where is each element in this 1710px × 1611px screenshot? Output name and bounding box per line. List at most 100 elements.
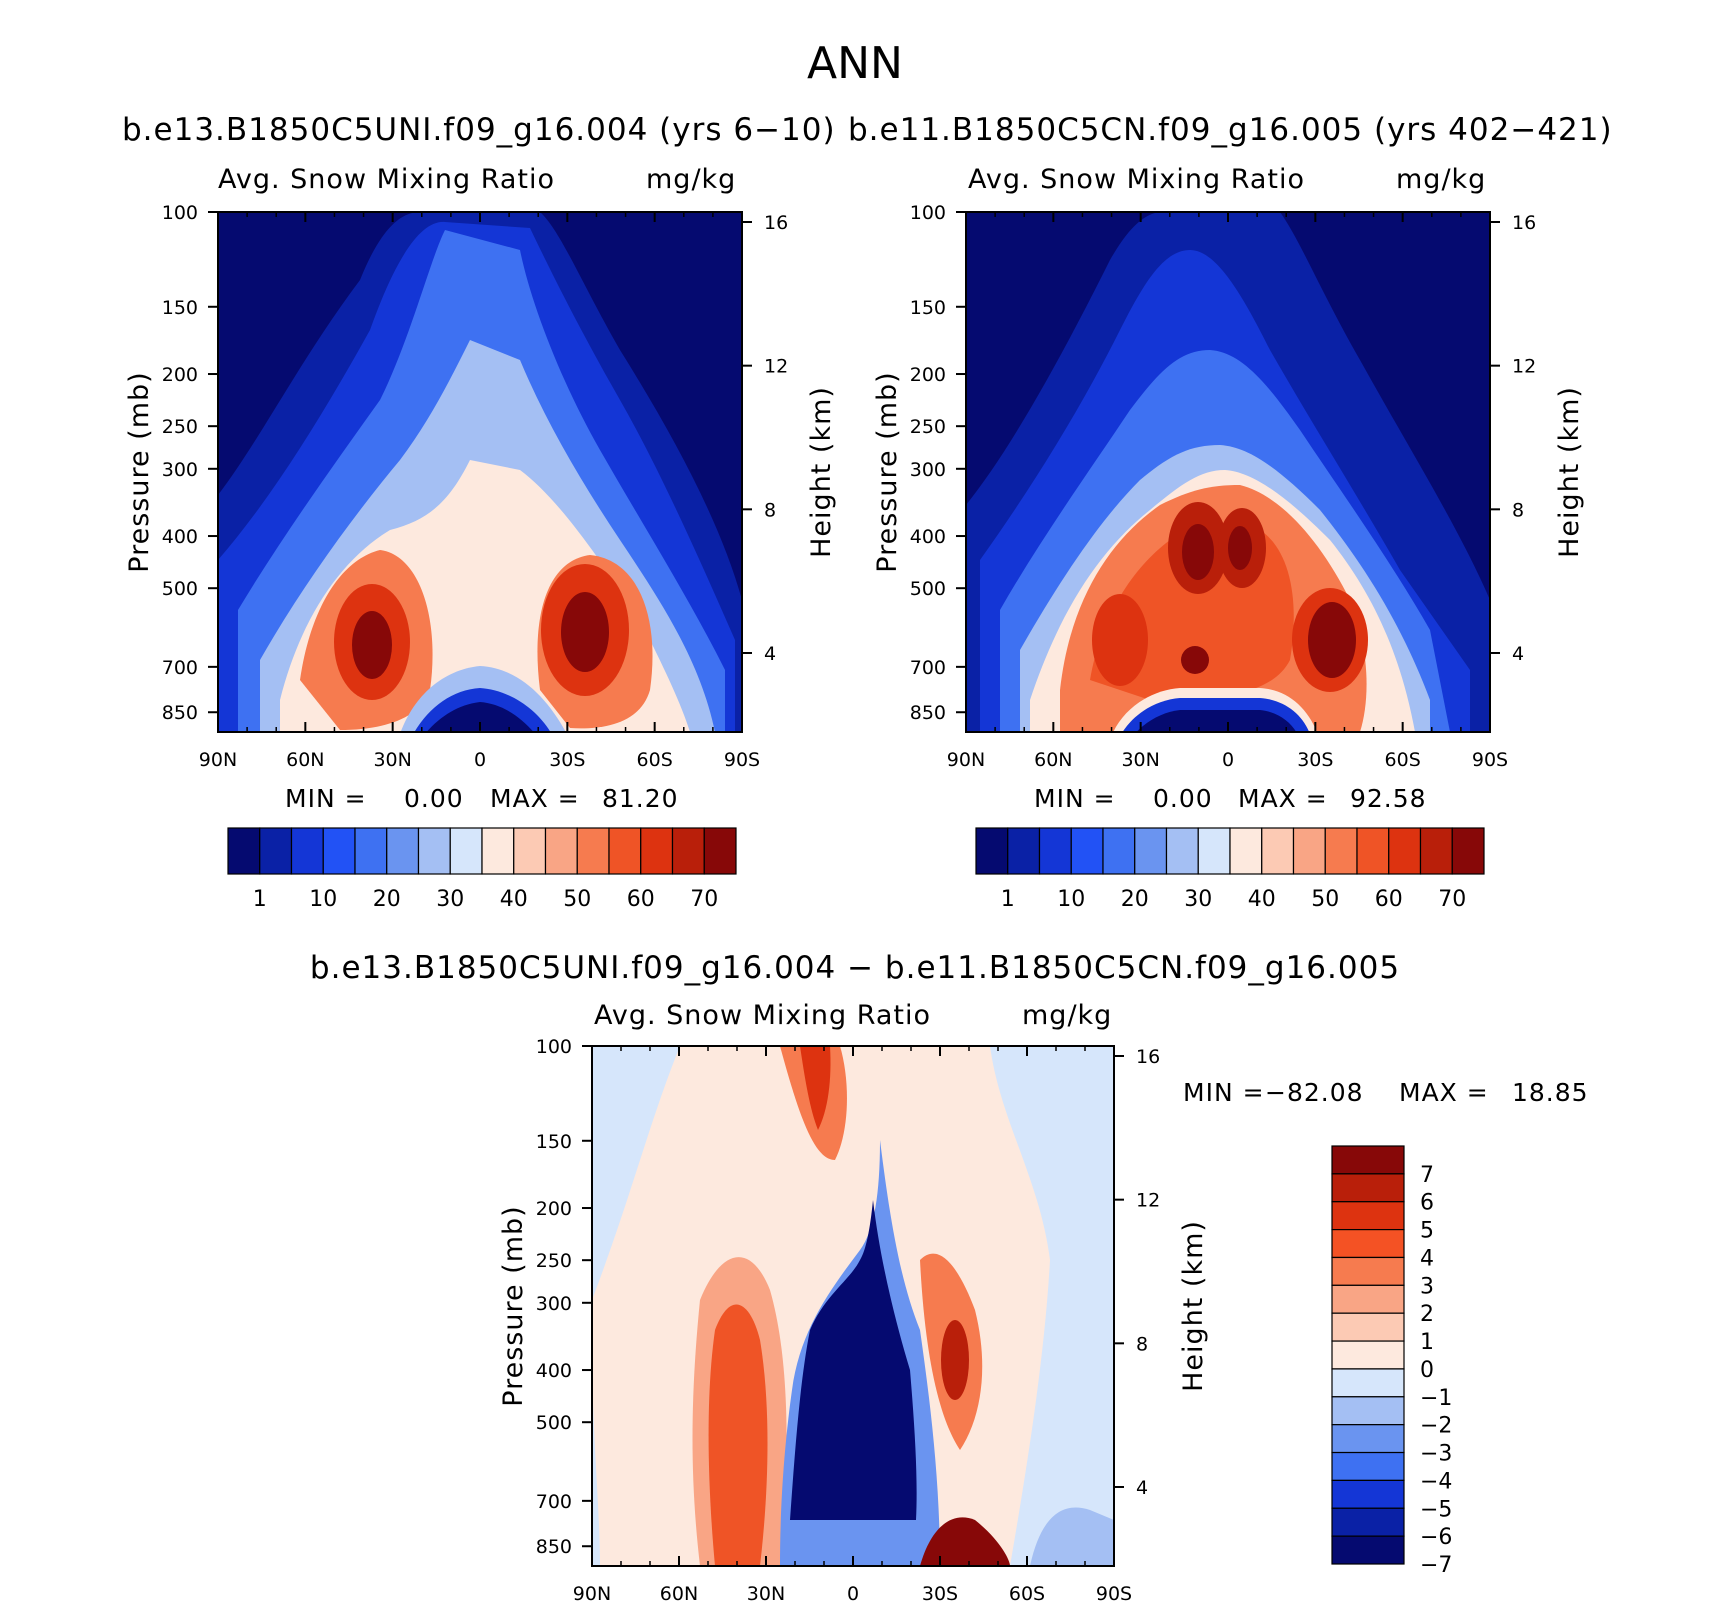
y-tick-label: 400	[910, 526, 946, 548]
y-tick-label: 250	[536, 1250, 572, 1272]
diff-heatmap	[592, 1046, 1114, 1566]
y-tick-label: 100	[162, 202, 198, 224]
colorbar-tick-label: −1	[1420, 1386, 1452, 1411]
x-tick-label: 60N	[286, 749, 324, 771]
y2-tick-label: 4	[764, 643, 776, 665]
colorbar-tick-label: 2	[1420, 1302, 1434, 1327]
x-tick-label: 30N	[747, 1583, 785, 1605]
colorbar-tick-label: 60	[1375, 887, 1403, 912]
colorbar-layer: 1 10 20 30 40 50 60 70 1 10 20 30 40 50 60 7076543210−1…	[227, 827, 1485, 1578]
colorbar-tick-label: −4	[1420, 1469, 1452, 1494]
y2-tick-label: 16	[1512, 212, 1536, 234]
diff-case-title: b.e13.B1850C5UNI.f09_g16.004 − b.e11.B18…	[309, 950, 1401, 986]
right-variable-label: Avg. Snow Mixing Ratio	[968, 164, 1306, 195]
colorbar-swatch	[417, 827, 451, 875]
right-units-label: mg/kg	[1396, 164, 1487, 195]
x-tick-label: 60S	[1385, 749, 1421, 771]
x-tick-label: 90N	[199, 749, 237, 771]
colorbar-swatch	[608, 827, 642, 875]
colorbar-swatch	[1331, 1368, 1405, 1398]
colorbar-tick-label: 70	[1438, 887, 1466, 912]
y-tick-label: 500	[910, 578, 946, 600]
x-tick-label: 60N	[660, 1583, 698, 1605]
colorbar-tick-label: 5	[1420, 1219, 1434, 1244]
colorbar-tick-label: 1	[253, 887, 267, 912]
colorbar-tick-label: 20	[1121, 887, 1149, 912]
y-tick-label: 300	[536, 1293, 572, 1315]
figure-title: ANN	[807, 38, 903, 89]
diff-max-value: 18.85	[1512, 1078, 1589, 1107]
colorbar-swatch	[703, 827, 737, 875]
colorbar-swatch	[386, 827, 420, 875]
colorbar-tick-label: 1	[1420, 1330, 1434, 1355]
diff-min-value: −82.08	[1265, 1078, 1364, 1107]
colorbar-swatch	[1292, 827, 1326, 875]
colorbar-tick-label: 0	[1420, 1358, 1434, 1383]
colorbar-swatch	[1134, 827, 1168, 875]
colorbar-swatch	[576, 827, 610, 875]
colorbar-swatch	[640, 827, 674, 875]
colorbar-tick-label: 4	[1420, 1246, 1434, 1271]
right-max-label: MAX =	[1238, 784, 1328, 813]
colorbar-swatch	[1356, 827, 1390, 875]
y2-tick-label: 12	[1136, 1190, 1160, 1212]
x-tick-label: 90S	[1472, 749, 1508, 771]
colorbar-swatch	[1331, 1145, 1405, 1175]
x-tick-label: 0	[847, 1583, 859, 1605]
y-tick-label: 250	[910, 416, 946, 438]
y-tick-label: 500	[162, 578, 198, 600]
x-tick-label: 60S	[637, 749, 673, 771]
colorbar-swatch	[1331, 1284, 1405, 1314]
right-min-value: 0.00	[1153, 784, 1213, 813]
colorbar-swatch	[1331, 1173, 1405, 1203]
diff-variable-label: Avg. Snow Mixing Ratio	[594, 1000, 932, 1031]
x-tick-label: 90S	[724, 749, 760, 771]
colorbar-swatch	[1102, 827, 1136, 875]
colorbar-tick-label: 10	[309, 887, 337, 912]
colorbar-swatch	[1331, 1256, 1405, 1286]
colorbar-swatch	[354, 827, 388, 875]
colorbar-swatch	[1165, 827, 1199, 875]
axes-layer: 90N 60N 30N 0 30S 60S 90S100150200250300400500…	[124, 202, 1585, 1605]
colorbar-swatch	[1197, 827, 1231, 875]
left-max-label: MAX =	[490, 784, 580, 813]
colorbar-tick-label: 20	[373, 887, 401, 912]
left-units-label: mg/kg	[646, 164, 737, 195]
x-tick-label: 30N	[373, 749, 411, 771]
colorbar-swatch	[671, 827, 705, 875]
colorbar-swatch	[322, 827, 356, 875]
y-axis-title: Pressure (mb)	[498, 1205, 529, 1406]
y-tick-label: 150	[162, 297, 198, 319]
x-tick-label: 90S	[1096, 1583, 1132, 1605]
y-tick-label: 200	[910, 364, 946, 386]
y2-axis-title: Height (km)	[806, 386, 837, 558]
y-axis-title: Pressure (mb)	[124, 371, 155, 572]
left-min-value: 0.00	[404, 784, 464, 813]
colorbar-swatch	[1324, 827, 1358, 875]
colorbar-swatch	[1451, 827, 1485, 875]
right-heatmap	[966, 212, 1490, 732]
colorbar-tick-label: 3	[1420, 1274, 1434, 1299]
x-tick-label: 60N	[1034, 749, 1072, 771]
y-tick-label: 100	[910, 202, 946, 224]
diff-units-label: mg/kg	[1022, 1000, 1113, 1031]
colorbar-tick-label: 40	[1248, 887, 1276, 912]
x-tick-label: 60S	[1009, 1583, 1045, 1605]
y-tick-label: 200	[536, 1198, 572, 1220]
colorbar-swatch	[449, 827, 483, 875]
colorbar-tick-label: 1	[1001, 887, 1015, 912]
y-tick-label: 850	[162, 702, 198, 724]
right-case-title: b.e11.B1850C5CN.f09_g16.005 (yrs 402−421…	[848, 112, 1613, 148]
left-min-label: MIN =	[285, 784, 367, 813]
colorbar-tick-label: −2	[1420, 1414, 1452, 1439]
x-tick-label: 30S	[549, 749, 585, 771]
colorbar-tick-label: 30	[436, 887, 464, 912]
colorbar-tick-label: 30	[1184, 887, 1212, 912]
y2-tick-label: 8	[1512, 499, 1524, 521]
right-min-label: MIN =	[1034, 784, 1116, 813]
y-tick-label: 850	[536, 1536, 572, 1558]
colorbar-swatch	[1331, 1451, 1405, 1481]
colorbar-tick-label: −5	[1420, 1497, 1452, 1522]
y-tick-label: 300	[162, 459, 198, 481]
colorbar-swatch	[1261, 827, 1295, 875]
